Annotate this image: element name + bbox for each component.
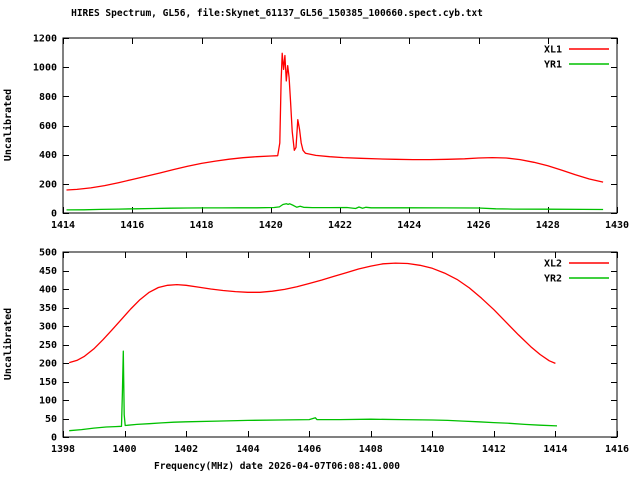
legend-label-yr2: YR2 xyxy=(544,274,562,285)
legend-label-xl1: XL1 xyxy=(544,45,562,56)
y-tick-label: 200 xyxy=(39,179,57,190)
series-xl2-line xyxy=(69,262,556,364)
x-tick-label: 1412 xyxy=(482,444,506,455)
y-tick-label: 1000 xyxy=(33,63,57,74)
figure-title: HIRES Spectrum, GL56, file:Skynet_61137_… xyxy=(71,8,483,19)
y-tick-label: 0 xyxy=(51,209,57,220)
x-tick-label: 1402 xyxy=(174,444,198,455)
x-tick-label: 1400 xyxy=(113,444,137,455)
series-yr2-line xyxy=(69,350,558,432)
y-tick-label: 200 xyxy=(39,359,57,370)
x-tick-label: 1424 xyxy=(397,220,421,231)
y-tick-label: 100 xyxy=(39,396,57,407)
x-tick-label: 1406 xyxy=(297,444,321,455)
y-tick-label: 1200 xyxy=(33,34,57,45)
y-tick-label: 500 xyxy=(39,248,57,259)
y-tick-label: 600 xyxy=(39,121,57,132)
x-tick-label: 1414 xyxy=(51,220,75,231)
y-tick-label: 800 xyxy=(39,92,57,103)
x-tick-label: 1418 xyxy=(189,220,213,231)
x-tick-label: 1416 xyxy=(120,220,144,231)
x-tick-label: 1414 xyxy=(543,444,567,455)
x-tick-label: 1428 xyxy=(536,220,560,231)
y-tick-label: 0 xyxy=(51,433,57,444)
series-yr1-line xyxy=(66,203,604,211)
x-tick-label: 1410 xyxy=(420,444,444,455)
plot-border xyxy=(62,37,618,214)
y-tick-label: 150 xyxy=(39,377,57,388)
series-xl1-line xyxy=(66,52,604,191)
y-tick-label: 300 xyxy=(39,322,57,333)
x-tick-label: 1416 xyxy=(605,444,629,455)
legend-label-xl2: XL2 xyxy=(544,259,562,270)
y-tick-label: 450 xyxy=(39,266,57,277)
y-tick-label: 50 xyxy=(45,414,57,425)
x-axis-label: Frequency(MHz) date 2026-04-07T06:08:41.… xyxy=(154,461,400,472)
x-tick-label: 1422 xyxy=(328,220,352,231)
x-tick-label: 1398 xyxy=(51,444,75,455)
x-tick-label: 1430 xyxy=(605,220,629,231)
x-tick-label: 1426 xyxy=(466,220,490,231)
x-tick-label: 1408 xyxy=(359,444,383,455)
y-tick-label: 400 xyxy=(39,285,57,296)
x-tick-label: 1404 xyxy=(236,444,260,455)
y-tick-label: 350 xyxy=(39,303,57,314)
legend-label-yr1: YR1 xyxy=(544,60,562,71)
y-tick-label: 250 xyxy=(39,340,57,351)
x-tick-label: 1420 xyxy=(259,220,283,231)
plot-border xyxy=(62,251,618,438)
y-tick-label: 400 xyxy=(39,150,57,161)
